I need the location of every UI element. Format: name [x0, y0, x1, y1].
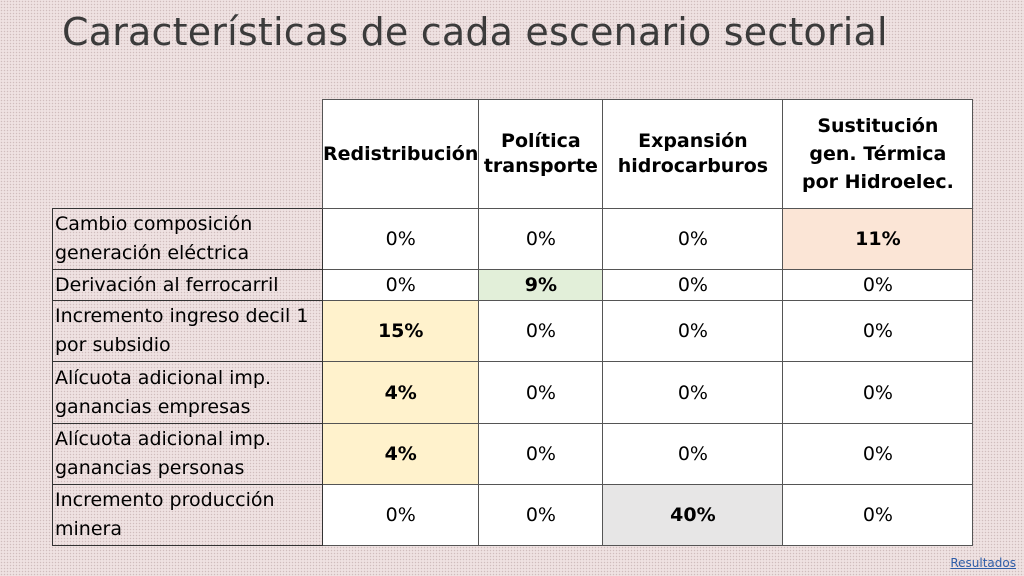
table-row: Incremento producción minera 0% 0% 40% 0…: [52, 484, 974, 546]
value-cell: 0%: [321, 269, 480, 301]
value-cell: 0%: [321, 208, 480, 270]
scenario-table: Redistribución Política transporte Expan…: [52, 99, 974, 546]
value-cell: 0%: [602, 269, 784, 301]
resultados-link[interactable]: Resultados: [950, 556, 1016, 570]
page-title: Características de cada escenario sector…: [62, 10, 888, 54]
value-cell: 0%: [478, 361, 604, 424]
col-header-politica-transporte: Política transporte: [478, 99, 604, 209]
row-label: Incremento ingreso decil 1 por subsidio: [52, 300, 323, 362]
value-cell: 0%: [602, 208, 784, 270]
value-cell: 0%: [602, 423, 784, 485]
value-cell: 0%: [782, 269, 974, 301]
corner-cell: [53, 100, 323, 209]
value-cell: 0%: [782, 361, 974, 424]
value-cell: 0%: [321, 484, 480, 546]
table-row: Alícuota adicional imp. ganancias person…: [52, 423, 974, 485]
col-header-sustitucion: Sustitución gen. Térmica por Hidroelec.: [782, 99, 974, 209]
value-cell: 0%: [782, 423, 974, 485]
table-row: Incremento ingreso decil 1 por subsidio …: [52, 300, 974, 362]
header-row: Redistribución Política transporte Expan…: [53, 99, 974, 209]
value-cell: 0%: [478, 208, 604, 270]
row-label: Alícuota adicional imp. ganancias empres…: [52, 361, 323, 424]
value-cell-highlight: 4%: [321, 361, 480, 424]
value-cell-highlight: 40%: [602, 484, 784, 546]
value-cell: 0%: [782, 484, 974, 546]
value-cell: 0%: [602, 300, 784, 362]
row-label: Incremento producción minera: [52, 484, 323, 546]
row-label: Alícuota adicional imp. ganancias person…: [52, 423, 323, 485]
row-label: Derivación al ferrocarril: [52, 269, 323, 301]
value-cell: 0%: [782, 300, 974, 362]
value-cell: 0%: [478, 484, 604, 546]
value-cell-highlight: 4%: [321, 423, 480, 485]
table-row: Derivación al ferrocarril 0% 9% 0% 0%: [52, 269, 974, 301]
table-row: Alícuota adicional imp. ganancias empres…: [52, 361, 974, 424]
row-label: Cambio composición generación eléctrica: [52, 208, 323, 270]
col-header-redistribucion: Redistribución: [321, 99, 480, 209]
value-cell: 0%: [478, 300, 604, 362]
value-cell: 0%: [602, 361, 784, 424]
value-cell-highlight: 15%: [321, 300, 480, 362]
value-cell: 0%: [478, 423, 604, 485]
value-cell-highlight: 11%: [782, 208, 974, 270]
col-header-expansion-hidrocarburos: Expansión hidrocarburos: [602, 99, 784, 209]
table-row: Cambio composición generación eléctrica …: [52, 208, 974, 270]
value-cell-highlight: 9%: [478, 269, 604, 301]
